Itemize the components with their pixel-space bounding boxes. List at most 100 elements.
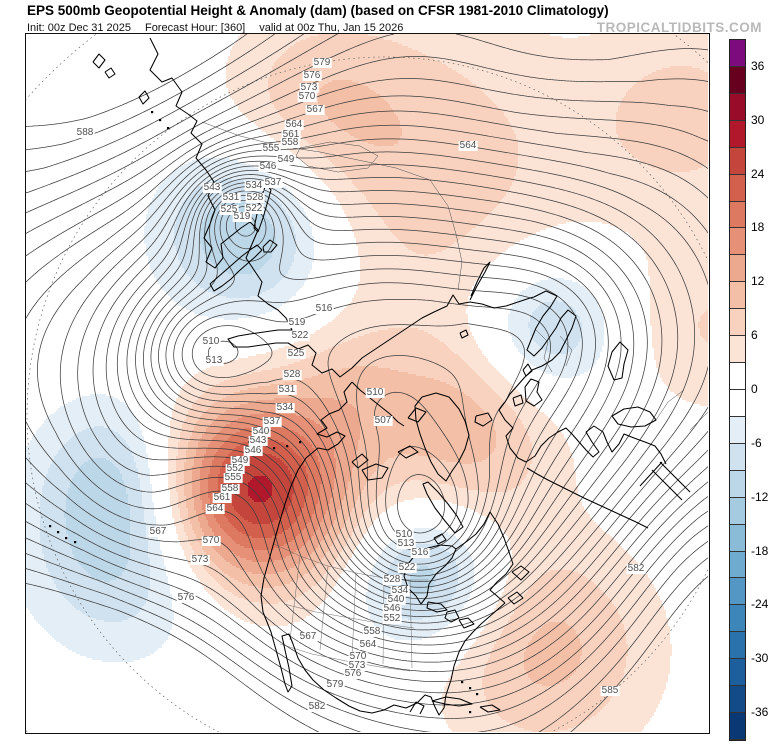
weather-map: 588 579 576 573 570 567 564 561 558 555 549 546 543 5… [25, 33, 710, 734]
valid-time: valid at 00z Thu, Jan 15 2026 [259, 22, 404, 34]
contour-label: 549 [230, 455, 250, 466]
contour-label: 522 [290, 330, 310, 341]
contour-label: 528 [382, 574, 402, 585]
contour-label: 561 [281, 129, 301, 140]
colorbar-tick-label: 36 [751, 58, 765, 73]
contour-label: 534 [275, 402, 295, 413]
contour-label: 510 [394, 529, 414, 540]
contour-label: 513 [396, 538, 416, 549]
contour-label: 519 [232, 211, 252, 222]
colorbar-cell [730, 497, 745, 525]
colorbar-cell [730, 40, 745, 67]
colorbar-cell [730, 66, 745, 94]
contour-label: 576 [302, 70, 322, 81]
contour-label: 543 [248, 435, 268, 446]
contour-label: 564 [205, 503, 225, 514]
colorbar-cell [730, 390, 745, 417]
contour-label: 525 [286, 348, 306, 359]
colorbar-cell [730, 605, 745, 633]
colorbar-cell [730, 470, 745, 498]
contour-label: 561 [212, 492, 232, 503]
contour-label: 507 [373, 415, 393, 426]
colorbar-tick-label: -36 [751, 705, 768, 720]
contour-label: 525 [219, 204, 239, 215]
colorbar-cell [730, 713, 745, 740]
contour-label: 573 [190, 554, 210, 565]
contour-label: 540 [251, 426, 271, 437]
contour-label: 513 [204, 355, 224, 366]
contour-label: 537 [262, 416, 282, 427]
colorbar-cell [730, 255, 745, 283]
contour-label: 528 [245, 192, 265, 203]
colorbar-cell [730, 336, 745, 364]
colorbar-tick-label: 24 [751, 166, 765, 181]
colorbar-tick-label: -24 [751, 597, 768, 612]
contour-label: 543 [202, 182, 222, 193]
contour-label: 555 [261, 143, 281, 154]
colorbar-tick-label: 12 [751, 274, 765, 289]
contour-label: 528 [282, 369, 302, 380]
colorbar-cell [730, 578, 745, 606]
contour-label: 576 [343, 668, 363, 679]
colorbar-cell [730, 363, 745, 390]
colorbar-cell [730, 120, 745, 148]
contour-label: 516 [410, 547, 430, 558]
contour-label: 510 [201, 336, 221, 347]
contour-label: 552 [225, 463, 245, 474]
colorbar-cell [730, 443, 745, 471]
colorbar-cell [730, 228, 745, 256]
colorbar-cell [730, 174, 745, 202]
contour-label: 519 [287, 317, 307, 328]
colorbar-cell [730, 93, 745, 121]
colorbar-cell [730, 524, 745, 552]
contour-label: 582 [626, 563, 646, 574]
anomaly-height-map-canvas [26, 34, 708, 732]
colorbar-cell [730, 147, 745, 175]
contour-label: 540 [386, 594, 406, 605]
contour-label: 567 [148, 526, 168, 537]
contour-label: 531 [221, 192, 241, 203]
watermark: TROPICALTIDBITS.COM [596, 20, 762, 35]
contour-label: 576 [176, 592, 196, 603]
contour-label: 531 [277, 384, 297, 395]
contour-label: 564 [358, 639, 378, 650]
contour-label: 558 [362, 626, 382, 637]
colorbar-cell [730, 686, 745, 714]
contour-label: 567 [305, 104, 325, 115]
contour-label: 546 [243, 445, 263, 456]
contour-label: 579 [325, 679, 345, 690]
contour-label: 534 [390, 585, 410, 596]
forecast-hour: Forecast Hour: [360] [144, 22, 246, 34]
contour-label: 573 [347, 660, 367, 671]
colorbar-tick-label: 30 [751, 112, 765, 127]
colorbar-tick-label: 6 [751, 328, 758, 343]
contour-label: 522 [397, 562, 417, 573]
contour-label: 522 [244, 203, 264, 214]
contour-label: 558 [280, 137, 300, 148]
contour-label: 582 [307, 701, 327, 712]
colorbar-cell [730, 201, 745, 229]
contour-label: 585 [600, 685, 620, 696]
contour-label: 567 [298, 631, 318, 642]
contour-label: 564 [458, 140, 478, 151]
colorbar-tick-label: -18 [751, 543, 768, 558]
colorbar-cell [730, 282, 745, 310]
colorbar-tick-label: -12 [751, 489, 768, 504]
chart-subtitle: Init: 00z Dec 31 2025 Forecast Hour: [360… [27, 22, 417, 34]
contour-label: 579 [312, 57, 332, 68]
contour-label: 546 [382, 603, 402, 614]
colorbar-cell [730, 309, 745, 337]
colorbar-cell [730, 416, 745, 444]
contour-label: 516 [314, 303, 334, 314]
colorbar-tick-label: 0 [751, 382, 758, 396]
contour-label: 588 [75, 127, 95, 138]
colorbar [729, 39, 746, 741]
contour-label: 546 [258, 161, 278, 172]
contour-label: 564 [284, 119, 304, 130]
contour-label: 570 [297, 91, 317, 102]
contour-label: 570 [201, 535, 221, 546]
colorbar-cell [730, 659, 745, 687]
contour-label: 510 [365, 387, 385, 398]
contour-label: 558 [220, 483, 240, 494]
